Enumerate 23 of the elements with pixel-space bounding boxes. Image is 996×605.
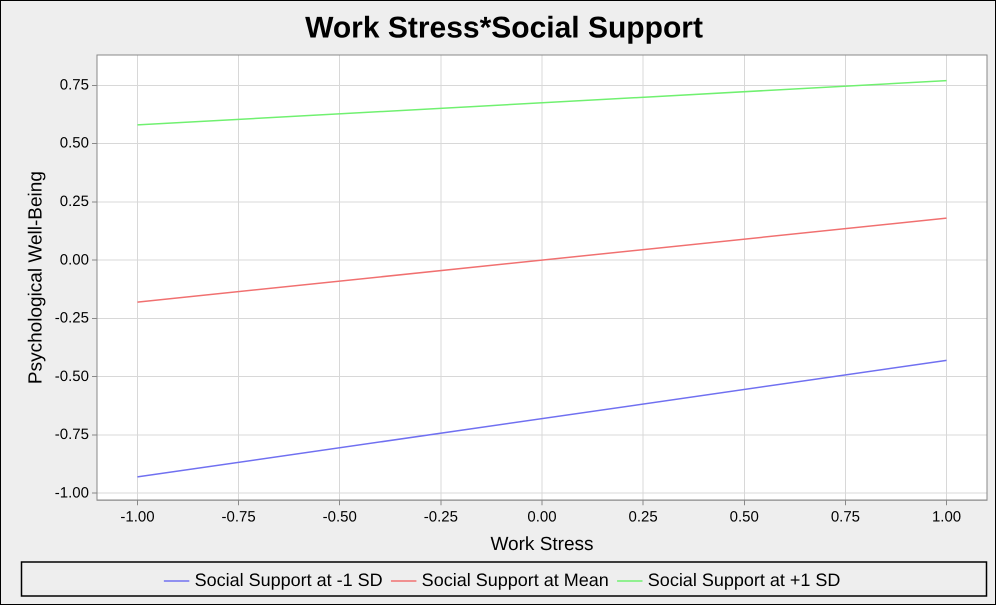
y-tick-label: 0.50 xyxy=(60,134,89,152)
y-tick-label: -0.25 xyxy=(54,310,89,327)
y-tick-label: -0.75 xyxy=(54,426,89,444)
legend-label: Social Support at Mean xyxy=(422,570,609,590)
legend-label: Social Support at -1 SD xyxy=(194,570,383,590)
x-tick-label: 1.00 xyxy=(932,508,962,526)
x-tick-label: 0.75 xyxy=(830,508,860,526)
legend-label: Social Support at +1 SD xyxy=(648,570,840,590)
x-tick-label: -0.50 xyxy=(322,508,357,526)
x-tick-label: -1.00 xyxy=(120,508,155,526)
chart-title: Work Stress*Social Support xyxy=(305,11,703,44)
y-tick-label: -0.50 xyxy=(54,368,89,385)
y-tick-label: 0.00 xyxy=(60,251,89,268)
x-axis-title: Work Stress xyxy=(490,534,594,555)
y-tick-label: 0.25 xyxy=(60,192,89,210)
x-tick-label: -0.75 xyxy=(221,508,256,526)
x-tick-label: -0.25 xyxy=(424,508,458,526)
x-tick-label: 0.00 xyxy=(527,508,557,526)
y-tick-label: 0.75 xyxy=(60,76,89,94)
y-tick-label: -1.00 xyxy=(54,484,89,502)
x-tick-label: 0.25 xyxy=(628,508,658,526)
y-axis-title: Psychological Well-Being xyxy=(26,171,47,384)
x-tick-label: 0.50 xyxy=(730,508,759,526)
